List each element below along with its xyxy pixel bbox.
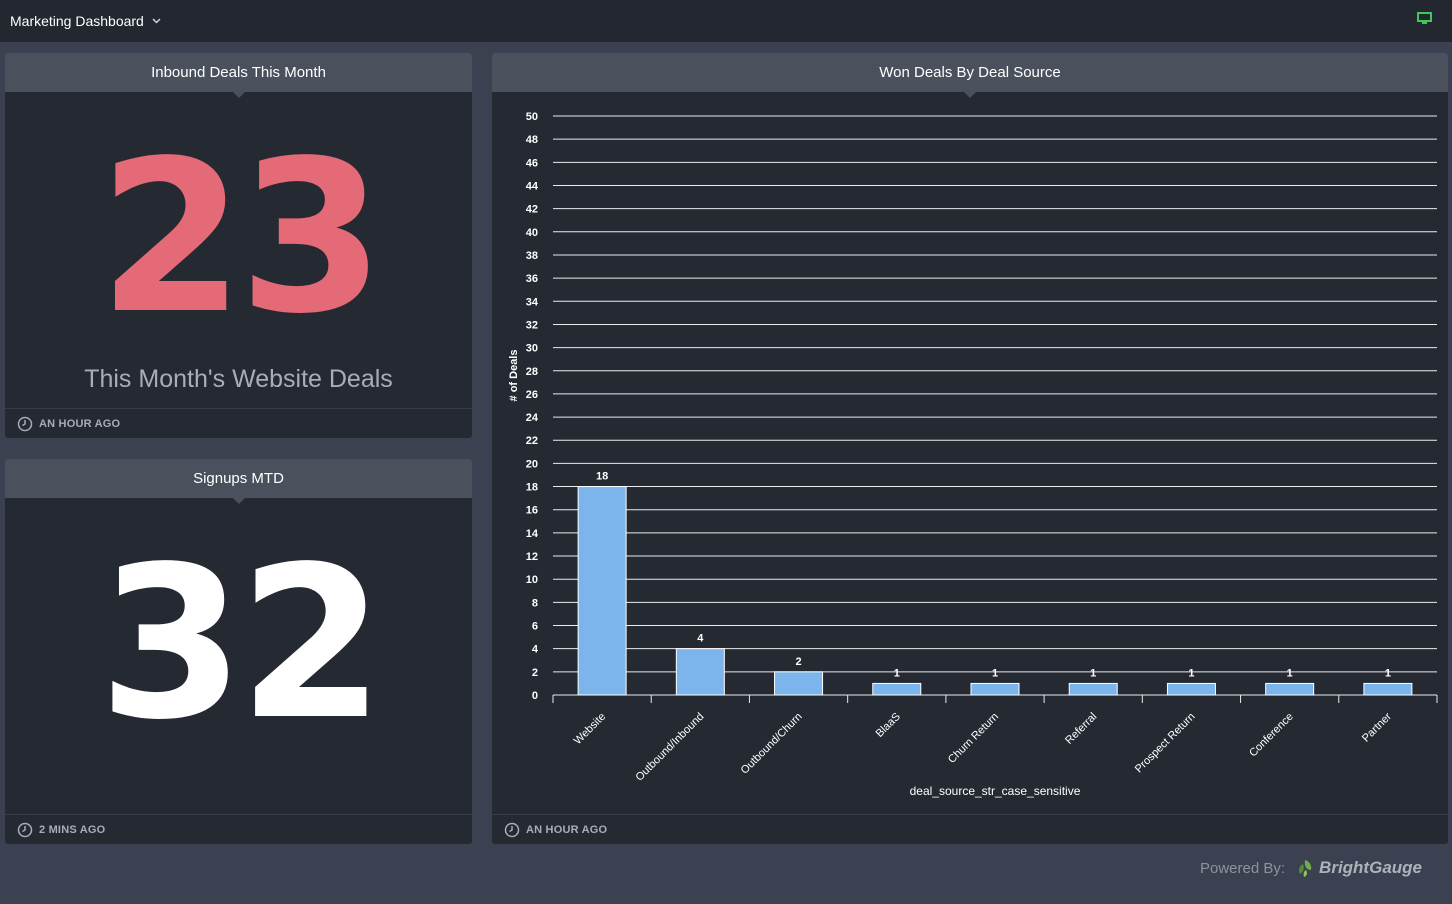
widget-title: Signups MTD: [5, 459, 472, 504]
bar-value-label: 1: [1188, 667, 1194, 679]
won-deals-widget[interactable]: Won Deals By Deal Source 0 2 4 6 8 10 12 14 16 18…: [492, 53, 1448, 844]
x-tick-label: Partner: [1360, 710, 1394, 744]
y-tick-label: 32: [526, 319, 538, 331]
widget-footer: AN HOUR AGO: [5, 408, 472, 438]
y-tick-label: 22: [526, 435, 538, 447]
clock-icon: [17, 822, 33, 837]
last-updated: 2 MINS AGO: [39, 823, 106, 836]
x-axis-title: deal_source_str_case_sensitive: [910, 784, 1081, 798]
x-tick-label: BlaaS: [874, 711, 903, 740]
signups-widget[interactable]: Signups MTD 32 2 MINS AGO: [5, 459, 472, 844]
y-tick-label: 0: [532, 690, 538, 702]
widget-title: Won Deals By Deal Source: [492, 53, 1448, 98]
bar-value-label: 1: [894, 667, 900, 679]
widget-footer: 2 MINS AGO: [5, 814, 472, 844]
x-tick-label: Website: [572, 711, 608, 747]
top-bar: Marketing Dashboard: [0, 0, 1452, 42]
powered-by-footer: Powered By: BrightGauge: [1200, 858, 1422, 878]
y-tick-label: 12: [526, 551, 538, 563]
bar: [872, 682, 922, 696]
x-tick-label: Referral: [1063, 711, 1099, 747]
last-updated: AN HOUR AGO: [526, 823, 608, 836]
dashboard-selector[interactable]: Marketing Dashboard: [10, 13, 161, 29]
bar: [1265, 682, 1315, 696]
y-tick-label: 38: [526, 250, 538, 262]
brand-logo[interactable]: BrightGauge: [1295, 858, 1422, 878]
last-updated: AN HOUR AGO: [39, 417, 121, 430]
widget-caption: This Month's Website Deals: [84, 365, 393, 393]
x-tick-label: Outbound/Churn: [739, 711, 805, 777]
y-tick-label: 10: [526, 574, 538, 586]
y-tick-label: 6: [532, 621, 538, 633]
y-tick-label: 48: [526, 134, 538, 146]
bar: [1363, 682, 1413, 696]
y-tick-label: 34: [526, 296, 539, 308]
y-tick-label: 30: [526, 343, 538, 355]
brightgauge-leaf-icon: [1299, 860, 1312, 877]
x-tick-label: Conference: [1247, 711, 1296, 760]
inbound-deals-widget[interactable]: Inbound Deals This Month 23 This Month's…: [5, 53, 472, 438]
chevron-down-icon: [152, 18, 161, 24]
bar: [774, 671, 824, 696]
widget-footer: AN HOUR AGO: [492, 814, 1448, 844]
y-tick-label: 16: [526, 505, 538, 517]
x-tick-label: Outbound/Inbound: [634, 711, 707, 784]
dashboard-title: Marketing Dashboard: [10, 13, 144, 29]
y-tick-label: 24: [526, 412, 539, 424]
bar: [577, 486, 627, 696]
x-tick-label: Churn Return: [946, 711, 1001, 766]
powered-by-label: Powered By:: [1200, 859, 1286, 877]
bar: [1068, 682, 1118, 696]
clock-icon: [17, 416, 33, 431]
y-tick-label: 46: [526, 157, 538, 169]
y-tick-label: 40: [526, 227, 538, 239]
bar-value-label: 1: [992, 667, 998, 679]
y-tick-label: 18: [526, 482, 538, 494]
won-deals-bar-chart: 0246810121416182022242628303234363840424…: [508, 111, 1438, 798]
y-tick-label: 14: [526, 528, 539, 540]
bar-value-label: 4: [697, 633, 704, 645]
bar-value-label: 1: [1090, 667, 1096, 679]
y-axis-title: # of Deals: [508, 350, 520, 402]
y-tick-label: 42: [526, 204, 538, 216]
bar-value-label: 18: [596, 471, 608, 483]
y-tick-label: 36: [526, 273, 538, 285]
y-tick-label: 50: [526, 111, 538, 123]
clock-icon: [504, 822, 520, 837]
bar: [675, 648, 725, 696]
bar: [970, 682, 1020, 696]
y-tick-label: 8: [532, 597, 538, 609]
inbound-deals-value: 23: [98, 115, 384, 360]
monitor-icon[interactable]: [1417, 12, 1432, 24]
x-tick-label: Prospect Return: [1133, 711, 1198, 776]
y-tick-label: 26: [526, 389, 538, 401]
y-tick-label: 2: [532, 667, 538, 679]
brand-name: BrightGauge: [1319, 858, 1422, 877]
bar: [1166, 682, 1216, 696]
bar-value-label: 1: [1385, 667, 1391, 679]
y-tick-label: 4: [532, 644, 539, 656]
signups-value: 32: [98, 521, 384, 766]
widget-title: Inbound Deals This Month: [5, 53, 472, 98]
y-tick-label: 28: [526, 366, 538, 378]
bar-value-label: 2: [795, 656, 801, 668]
bar-value-label: 1: [1287, 667, 1293, 679]
y-tick-label: 20: [526, 458, 538, 470]
y-tick-label: 44: [526, 180, 539, 192]
